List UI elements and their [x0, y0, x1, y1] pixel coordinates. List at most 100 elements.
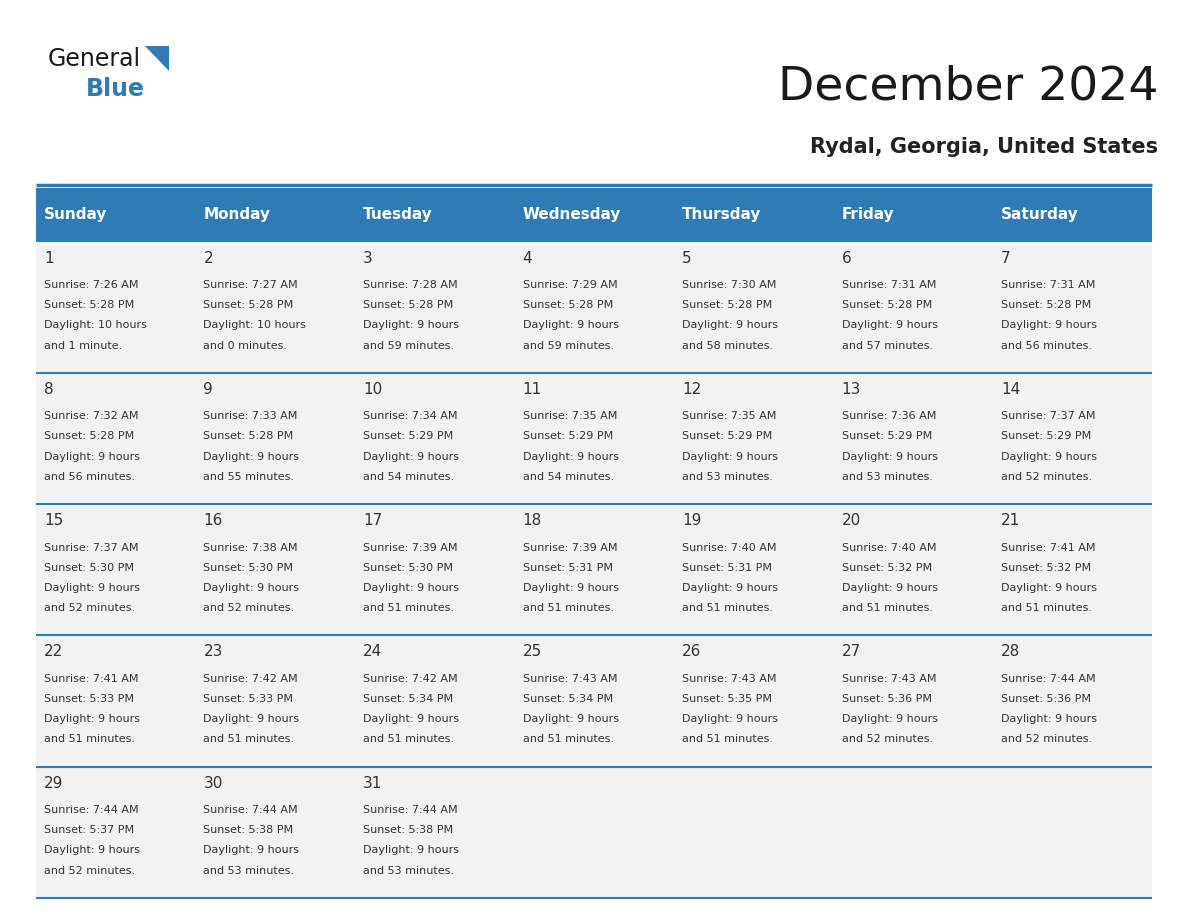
Text: Daylight: 10 hours: Daylight: 10 hours [44, 320, 147, 330]
FancyBboxPatch shape [993, 635, 1152, 767]
Text: General: General [48, 47, 140, 71]
Text: Sunset: 5:34 PM: Sunset: 5:34 PM [523, 694, 613, 704]
Text: Friday: Friday [841, 207, 895, 222]
Text: 10: 10 [364, 382, 383, 397]
FancyBboxPatch shape [514, 373, 674, 504]
Text: Sunset: 5:37 PM: Sunset: 5:37 PM [44, 825, 134, 835]
Text: Sunset: 5:28 PM: Sunset: 5:28 PM [203, 431, 293, 442]
Text: Sunrise: 7:26 AM: Sunrise: 7:26 AM [44, 280, 139, 290]
Text: 8: 8 [44, 382, 53, 397]
FancyBboxPatch shape [355, 241, 514, 373]
FancyBboxPatch shape [36, 504, 195, 635]
Text: and 56 minutes.: and 56 minutes. [1001, 341, 1092, 351]
Text: Sunset: 5:36 PM: Sunset: 5:36 PM [841, 694, 931, 704]
Text: Sunset: 5:28 PM: Sunset: 5:28 PM [44, 431, 134, 442]
Text: Daylight: 9 hours: Daylight: 9 hours [1001, 714, 1098, 724]
Text: and 55 minutes.: and 55 minutes. [203, 472, 295, 482]
Text: Sunrise: 7:36 AM: Sunrise: 7:36 AM [841, 411, 936, 421]
Text: Sunset: 5:30 PM: Sunset: 5:30 PM [44, 563, 134, 573]
Text: Sunrise: 7:37 AM: Sunrise: 7:37 AM [1001, 411, 1095, 421]
Text: 20: 20 [841, 513, 861, 528]
Text: Sunset: 5:38 PM: Sunset: 5:38 PM [364, 825, 453, 835]
Text: 16: 16 [203, 513, 223, 528]
FancyBboxPatch shape [36, 635, 195, 767]
Text: Daylight: 9 hours: Daylight: 9 hours [523, 320, 619, 330]
Text: and 52 minutes.: and 52 minutes. [1001, 472, 1092, 482]
Text: and 52 minutes.: and 52 minutes. [841, 734, 933, 744]
Text: Sunrise: 7:44 AM: Sunrise: 7:44 AM [203, 805, 298, 815]
Text: and 51 minutes.: and 51 minutes. [364, 734, 454, 744]
Text: Daylight: 9 hours: Daylight: 9 hours [523, 714, 619, 724]
Text: Sunset: 5:32 PM: Sunset: 5:32 PM [1001, 563, 1092, 573]
Text: and 59 minutes.: and 59 minutes. [364, 341, 454, 351]
Text: Sunrise: 7:27 AM: Sunrise: 7:27 AM [203, 280, 298, 290]
Text: and 51 minutes.: and 51 minutes. [682, 603, 773, 613]
Text: Daylight: 9 hours: Daylight: 9 hours [203, 452, 299, 462]
Text: 19: 19 [682, 513, 701, 528]
FancyBboxPatch shape [195, 188, 355, 241]
Text: and 52 minutes.: and 52 minutes. [44, 603, 135, 613]
Text: Sunset: 5:30 PM: Sunset: 5:30 PM [203, 563, 293, 573]
Text: Sunset: 5:28 PM: Sunset: 5:28 PM [841, 300, 931, 310]
Text: Saturday: Saturday [1001, 207, 1079, 222]
FancyBboxPatch shape [36, 767, 195, 898]
Text: and 53 minutes.: and 53 minutes. [682, 472, 773, 482]
Text: 18: 18 [523, 513, 542, 528]
Text: 15: 15 [44, 513, 63, 528]
FancyBboxPatch shape [993, 767, 1152, 898]
Text: Sunrise: 7:37 AM: Sunrise: 7:37 AM [44, 543, 139, 553]
Text: and 51 minutes.: and 51 minutes. [523, 603, 613, 613]
Text: Sunrise: 7:43 AM: Sunrise: 7:43 AM [841, 674, 936, 684]
Text: Sunset: 5:31 PM: Sunset: 5:31 PM [523, 563, 613, 573]
Text: and 54 minutes.: and 54 minutes. [523, 472, 614, 482]
Text: and 51 minutes.: and 51 minutes. [44, 734, 135, 744]
Text: 9: 9 [203, 382, 213, 397]
Text: Daylight: 9 hours: Daylight: 9 hours [1001, 583, 1098, 593]
Text: Sunrise: 7:41 AM: Sunrise: 7:41 AM [1001, 543, 1095, 553]
Text: Daylight: 9 hours: Daylight: 9 hours [364, 714, 459, 724]
FancyBboxPatch shape [833, 767, 993, 898]
Text: 23: 23 [203, 644, 223, 659]
Text: Sunset: 5:33 PM: Sunset: 5:33 PM [44, 694, 134, 704]
Text: and 52 minutes.: and 52 minutes. [203, 603, 295, 613]
Text: Daylight: 9 hours: Daylight: 9 hours [682, 714, 778, 724]
Text: Blue: Blue [86, 77, 145, 101]
FancyBboxPatch shape [355, 373, 514, 504]
Text: Sunset: 5:36 PM: Sunset: 5:36 PM [1001, 694, 1091, 704]
Text: Sunrise: 7:29 AM: Sunrise: 7:29 AM [523, 280, 618, 290]
Text: and 53 minutes.: and 53 minutes. [203, 866, 295, 876]
FancyBboxPatch shape [514, 767, 674, 898]
Text: Sunrise: 7:38 AM: Sunrise: 7:38 AM [203, 543, 298, 553]
Text: Sunset: 5:28 PM: Sunset: 5:28 PM [203, 300, 293, 310]
Text: Sunset: 5:30 PM: Sunset: 5:30 PM [364, 563, 453, 573]
Text: 5: 5 [682, 251, 691, 265]
FancyBboxPatch shape [355, 767, 514, 898]
FancyBboxPatch shape [195, 373, 355, 504]
Text: Sunset: 5:28 PM: Sunset: 5:28 PM [44, 300, 134, 310]
Text: and 53 minutes.: and 53 minutes. [841, 472, 933, 482]
Text: Sunset: 5:38 PM: Sunset: 5:38 PM [203, 825, 293, 835]
Text: Sunrise: 7:40 AM: Sunrise: 7:40 AM [841, 543, 936, 553]
Text: Daylight: 9 hours: Daylight: 9 hours [203, 583, 299, 593]
Text: Sunset: 5:35 PM: Sunset: 5:35 PM [682, 694, 772, 704]
Text: Sunday: Sunday [44, 207, 107, 222]
Text: 26: 26 [682, 644, 701, 659]
Text: Daylight: 9 hours: Daylight: 9 hours [841, 583, 937, 593]
FancyBboxPatch shape [36, 241, 195, 373]
Text: Sunset: 5:33 PM: Sunset: 5:33 PM [203, 694, 293, 704]
Text: Sunrise: 7:33 AM: Sunrise: 7:33 AM [203, 411, 298, 421]
Text: Wednesday: Wednesday [523, 207, 621, 222]
Text: Sunset: 5:28 PM: Sunset: 5:28 PM [523, 300, 613, 310]
Text: 17: 17 [364, 513, 383, 528]
Text: Sunset: 5:29 PM: Sunset: 5:29 PM [682, 431, 772, 442]
Text: and 53 minutes.: and 53 minutes. [364, 866, 454, 876]
FancyBboxPatch shape [514, 188, 674, 241]
Text: Sunrise: 7:41 AM: Sunrise: 7:41 AM [44, 674, 139, 684]
Text: 1: 1 [44, 251, 53, 265]
Text: and 51 minutes.: and 51 minutes. [523, 734, 613, 744]
FancyBboxPatch shape [355, 635, 514, 767]
FancyBboxPatch shape [514, 241, 674, 373]
Text: 11: 11 [523, 382, 542, 397]
FancyBboxPatch shape [674, 241, 833, 373]
Text: and 51 minutes.: and 51 minutes. [203, 734, 295, 744]
